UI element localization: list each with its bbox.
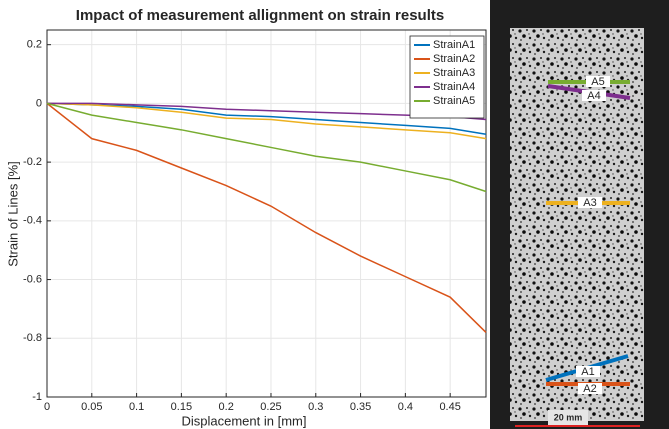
x-tick-label: 0	[44, 401, 50, 413]
series-line	[46, 102, 487, 140]
x-tick-label: 0.15	[171, 401, 192, 413]
x-tick-label: 0.25	[260, 401, 281, 413]
specimen-image: A5 A4 A3 A1 A2 20 mm	[490, 0, 669, 429]
line-label: A5	[591, 76, 604, 88]
line-label: A1	[581, 366, 594, 378]
legend-label: StrainA2	[433, 53, 475, 65]
y-tick-label: -1	[32, 391, 42, 403]
label-box	[582, 90, 606, 101]
x-tick-label: 0.45	[439, 401, 460, 413]
y-axis-label: Strain of Lines [%]	[5, 161, 20, 267]
label-box	[578, 197, 602, 208]
plot-area: -1 -0.8 -0.6 -0.4 -0.2 0 0.2 0 0.05 0.1 0.15 0.2 0.2…	[23, 29, 487, 413]
x-tick-label: 0.1	[129, 401, 144, 413]
label-box	[576, 366, 600, 377]
line-label: A3	[583, 197, 596, 209]
legend-label: StrainA1	[433, 39, 475, 51]
x-axis-label: Displacement in [mm]	[182, 413, 307, 428]
series-line	[46, 102, 487, 193]
x-tick-label: 0.4	[398, 401, 413, 413]
x-tick-label: 0.2	[219, 401, 234, 413]
y-tick-label: 0	[36, 97, 42, 109]
scale-label: 20 mm	[554, 412, 583, 422]
y-tick-label: -0.6	[23, 273, 42, 285]
label-box	[578, 383, 602, 394]
y-tick-label: -0.4	[23, 215, 42, 227]
legend-label: StrainA3	[433, 67, 475, 79]
chart-title: Impact of measurement allignment on stra…	[76, 7, 444, 24]
y-tick-label: 0.2	[27, 39, 42, 51]
x-tick-label: 0.05	[81, 401, 102, 413]
axes-box	[46, 29, 487, 398]
series-line	[46, 102, 487, 333]
label-box	[586, 76, 610, 87]
legend-label: StrainA4	[433, 81, 475, 93]
x-tick-label: 0.35	[350, 401, 371, 413]
y-tick-label: -0.2	[23, 156, 42, 168]
scale-box	[548, 410, 588, 426]
line-label: A4	[587, 90, 600, 102]
series-line	[46, 102, 487, 135]
line-label: A2	[583, 383, 596, 395]
x-tick-label: 0.3	[308, 401, 323, 413]
legend-label: StrainA5	[433, 95, 475, 107]
specimen	[510, 28, 644, 421]
y-tick-label: -0.8	[23, 332, 42, 344]
legend-box	[409, 35, 485, 119]
